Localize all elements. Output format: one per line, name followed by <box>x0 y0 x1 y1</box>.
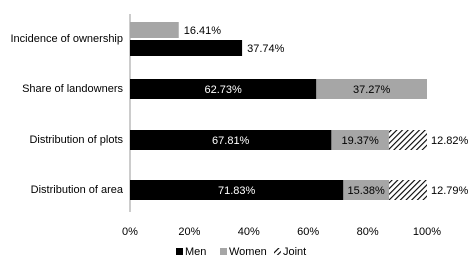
value-label: 71.83% <box>218 185 256 197</box>
category-label: Incidence of ownership <box>10 33 123 45</box>
x-tick-label: 80% <box>357 226 379 238</box>
value-label: 15.38% <box>348 185 386 197</box>
bar-segment <box>316 79 427 99</box>
x-tick-label: 60% <box>297 226 319 238</box>
value-label: 62.73% <box>204 84 242 96</box>
bar-segment <box>388 130 427 150</box>
bar <box>130 22 179 38</box>
legend-label: Joint <box>283 246 306 258</box>
legend-swatch <box>274 248 281 255</box>
x-tick-label: 100% <box>413 226 441 238</box>
bar-segment <box>389 180 427 200</box>
legend-label: Women <box>229 246 267 258</box>
category-label: Distribution of area <box>31 184 124 196</box>
x-tick-label: 0% <box>122 226 138 238</box>
value-label: 19.37% <box>342 135 380 147</box>
bar-segment <box>130 130 332 150</box>
bar-segment <box>130 180 344 200</box>
x-tick-label: 20% <box>178 226 200 238</box>
legend-swatch <box>220 248 227 255</box>
value-label: 12.79% <box>431 185 469 197</box>
value-label: 16.41% <box>184 25 222 37</box>
value-label: 12.82% <box>431 135 469 147</box>
value-label: 37.27% <box>353 84 391 96</box>
bar-segment <box>130 79 317 99</box>
category-label: Share of landowners <box>22 83 123 95</box>
bar <box>130 40 243 56</box>
bar-segment <box>331 130 389 150</box>
legend-swatch <box>176 248 183 255</box>
legend-label: Men <box>185 246 206 258</box>
x-tick-label: 40% <box>238 226 260 238</box>
value-label: 67.81% <box>212 135 250 147</box>
value-label: 37.74% <box>247 43 285 55</box>
bar-segment <box>343 180 390 200</box>
category-label: Distribution of plots <box>29 134 123 146</box>
